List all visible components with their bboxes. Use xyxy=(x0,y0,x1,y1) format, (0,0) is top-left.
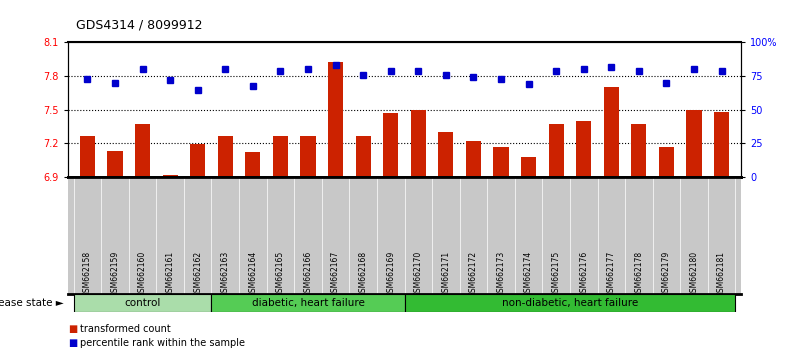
Bar xyxy=(714,112,729,177)
Bar xyxy=(549,124,564,177)
Text: GDS4314 / 8099912: GDS4314 / 8099912 xyxy=(76,18,203,31)
Bar xyxy=(405,294,735,312)
Bar xyxy=(356,136,371,177)
Text: ■: ■ xyxy=(68,338,78,348)
Bar xyxy=(383,113,398,177)
Bar xyxy=(190,144,205,177)
Bar xyxy=(163,175,178,177)
Bar xyxy=(521,157,536,177)
Text: disease state ►: disease state ► xyxy=(0,298,64,308)
Bar xyxy=(686,110,702,177)
Text: diabetic, heart failure: diabetic, heart failure xyxy=(252,298,364,308)
Bar xyxy=(604,87,619,177)
Text: non-diabetic, heart failure: non-diabetic, heart failure xyxy=(502,298,638,308)
Bar xyxy=(218,136,233,177)
Bar xyxy=(107,151,123,177)
Bar xyxy=(135,124,150,177)
Bar xyxy=(211,294,405,312)
Text: ■: ■ xyxy=(68,324,78,334)
Bar xyxy=(273,136,288,177)
Text: control: control xyxy=(124,298,161,308)
Bar xyxy=(74,294,211,312)
Text: percentile rank within the sample: percentile rank within the sample xyxy=(80,338,245,348)
Bar xyxy=(80,136,95,177)
Text: transformed count: transformed count xyxy=(80,324,171,334)
Bar xyxy=(493,147,509,177)
Bar xyxy=(300,136,316,177)
Bar xyxy=(328,62,343,177)
Bar xyxy=(438,132,453,177)
Bar xyxy=(411,110,426,177)
Bar xyxy=(245,152,260,177)
Bar xyxy=(631,124,646,177)
Bar xyxy=(576,121,591,177)
Bar xyxy=(466,141,481,177)
Bar xyxy=(659,147,674,177)
